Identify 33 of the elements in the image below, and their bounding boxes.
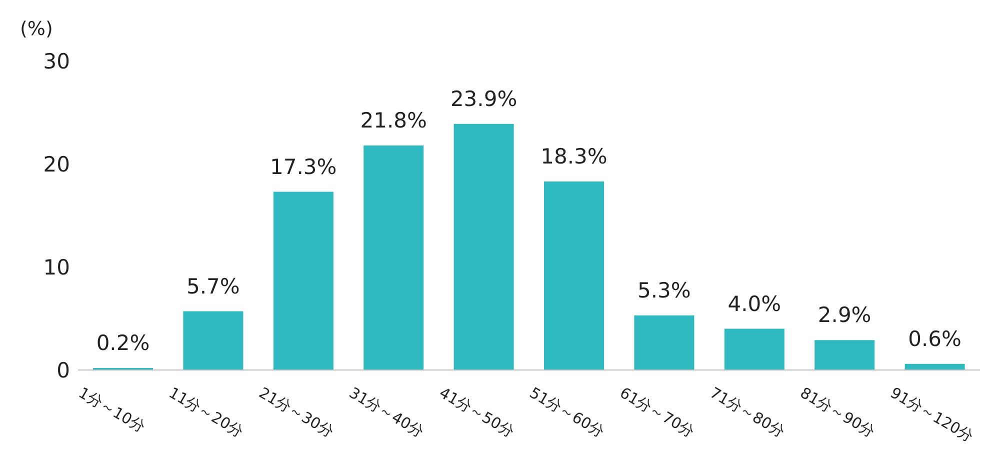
y-tick-label: 10: [43, 255, 70, 280]
bar: [364, 145, 424, 370]
bar: [814, 340, 875, 370]
x-tick-label: 11分～20分: [166, 384, 247, 441]
bar: [724, 328, 784, 370]
y-tick-label: 0: [56, 358, 70, 382]
data-label: 2.9%: [818, 303, 872, 328]
x-tick-label: 41分～50分: [436, 384, 518, 441]
data-label: 5.3%: [638, 278, 691, 302]
data-label: 17.3%: [270, 154, 337, 179]
x-tick-label: 91分～120分: [887, 384, 977, 446]
bar: [544, 182, 604, 370]
x-tick-label: 31分～40分: [346, 384, 428, 441]
x-tick-label: 71分～80分: [706, 384, 788, 441]
x-tick-label: 81分～90分: [797, 384, 878, 441]
data-label: 0.6%: [908, 326, 962, 351]
data-label: 23.9%: [450, 86, 518, 111]
bar: [454, 124, 514, 370]
data-label: 4.0%: [728, 292, 782, 316]
x-tick-label: 61分～70分: [616, 384, 698, 441]
bar: [273, 192, 334, 370]
x-tick-label: 51分～60分: [526, 384, 608, 441]
y-axis-title: (%): [20, 18, 53, 40]
data-label: 21.8%: [360, 108, 427, 132]
x-tick-label: 1分～10分: [76, 384, 148, 436]
data-label: 0.2%: [96, 330, 150, 355]
x-tick-label: 21分～30分: [256, 384, 337, 441]
data-label: 18.3%: [540, 144, 608, 169]
y-tick-label: 30: [43, 49, 70, 74]
bar: [634, 315, 694, 370]
y-tick-label: 20: [43, 152, 70, 176]
bar: [183, 311, 244, 370]
data-label: 5.7%: [186, 274, 240, 298]
